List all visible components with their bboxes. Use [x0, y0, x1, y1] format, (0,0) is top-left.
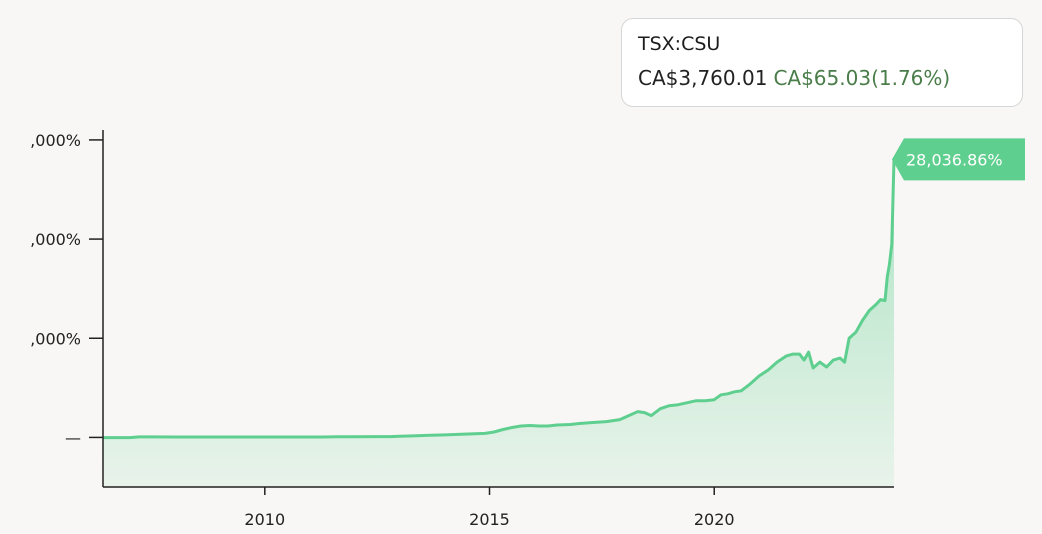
performance-line — [103, 159, 896, 440]
y-tick-label: — — [65, 428, 81, 447]
x-tick-label: 2020 — [694, 510, 735, 529]
ticker-card: TSX:CSU CA$3,760.01 CA$65.03(1.76%) — [621, 18, 1023, 107]
y-tick-label: ,000% — [30, 329, 81, 348]
last-value-badge — [892, 138, 1025, 181]
last-value-label: 28,036.86% — [906, 150, 1003, 169]
y-tick-label: ,000% — [30, 131, 81, 150]
y-tick-label: ,000% — [30, 230, 81, 249]
x-tick-label: 2015 — [469, 510, 510, 529]
ticker-price: CA$3,760.01 — [638, 66, 768, 90]
ticker-prices: CA$3,760.01 CA$65.03(1.76%) — [638, 65, 1022, 91]
ticker-symbol: TSX:CSU — [638, 33, 721, 55]
ticker-change: CA$65.03(1.76%) — [773, 66, 951, 90]
x-tick-label: 2010 — [244, 510, 285, 529]
performance-area — [103, 159, 894, 487]
